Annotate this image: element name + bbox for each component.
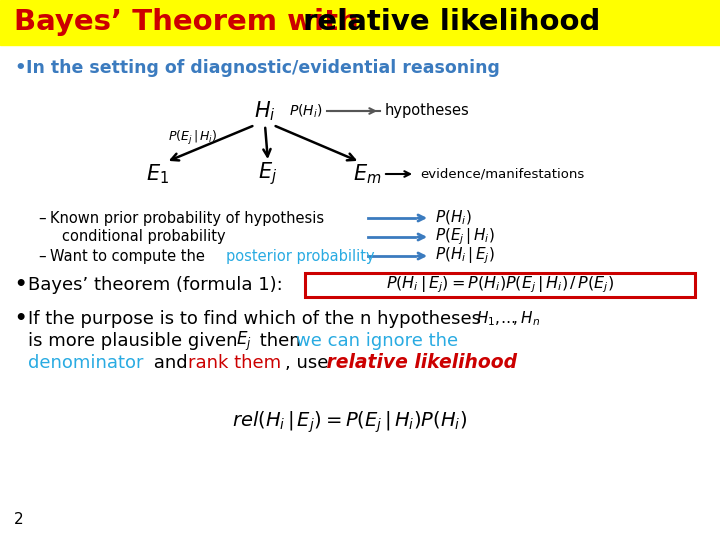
Text: evidence/manifestations: evidence/manifestations [420, 167, 584, 180]
Text: $P(H_i)$: $P(H_i)$ [289, 102, 323, 120]
Text: , use: , use [285, 354, 328, 372]
Bar [305, 273, 695, 297]
Text: $P(H_i\,|\,E_j)=P(H_i)P(E_j\,|\,H_i)\,/\,P(E_j)$: $P(H_i\,|\,E_j)=P(H_i)P(E_j\,|\,H_i)\,/\… [386, 275, 614, 295]
Text: $E_1$: $E_1$ [146, 162, 169, 186]
Text: $E_j$: $E_j$ [258, 160, 278, 187]
Text: •: • [14, 59, 26, 77]
Text: •: • [14, 309, 27, 328]
Text: conditional probability: conditional probability [62, 230, 225, 245]
Text: posterior probability: posterior probability [226, 248, 374, 264]
Text: is more plausible given: is more plausible given [28, 332, 238, 350]
Text: $P(E_j\,|\,H_i)$: $P(E_j\,|\,H_i)$ [168, 129, 217, 147]
Text: and: and [148, 354, 199, 372]
Text: $H_1,\!\ldots\!,H_n$: $H_1,\!\ldots\!,H_n$ [476, 309, 540, 328]
Text: •: • [14, 275, 27, 294]
Text: $P(E_j\,|\,H_i)$: $P(E_j\,|\,H_i)$ [435, 227, 495, 247]
Text: –: – [38, 211, 45, 226]
Text: $rel(H_i\,|\,E_j)=P(E_j\,|\,H_i)P(H_i)$: $rel(H_i\,|\,E_j)=P(E_j\,|\,H_i)P(H_i)$ [233, 409, 467, 435]
Text: then: then [254, 332, 301, 350]
Text: In the setting of diagnostic/evidential reasoning: In the setting of diagnostic/evidential … [26, 59, 500, 77]
Text: Known prior probability of hypothesis: Known prior probability of hypothesis [50, 211, 324, 226]
Text: Bayes’ Theorem with: Bayes’ Theorem with [14, 8, 369, 36]
Text: $E_m$: $E_m$ [353, 162, 381, 186]
Bar [0, 0, 720, 45]
Text: rank them: rank them [188, 354, 281, 372]
Text: –: – [38, 248, 45, 264]
Text: Bayes’ theorem (formula 1):: Bayes’ theorem (formula 1): [28, 276, 283, 294]
Text: relative likelihood: relative likelihood [303, 8, 600, 36]
Text: $P(H_i)$: $P(H_i)$ [435, 209, 472, 227]
Text: Want to compute the: Want to compute the [50, 248, 210, 264]
Text: $P(H_i\,|\,E_j)$: $P(H_i\,|\,E_j)$ [435, 246, 495, 266]
Text: denominator: denominator [28, 354, 143, 372]
Text: $H_i$: $H_i$ [254, 99, 276, 123]
Text: 2: 2 [14, 512, 24, 528]
Text: relative likelihood: relative likelihood [320, 354, 517, 373]
Text: hypotheses: hypotheses [385, 104, 469, 118]
Text: $E_j$: $E_j$ [236, 329, 252, 353]
Text: we can ignore the: we can ignore the [296, 332, 458, 350]
Text: If the purpose is to find which of the n hypotheses: If the purpose is to find which of the n… [28, 310, 481, 328]
